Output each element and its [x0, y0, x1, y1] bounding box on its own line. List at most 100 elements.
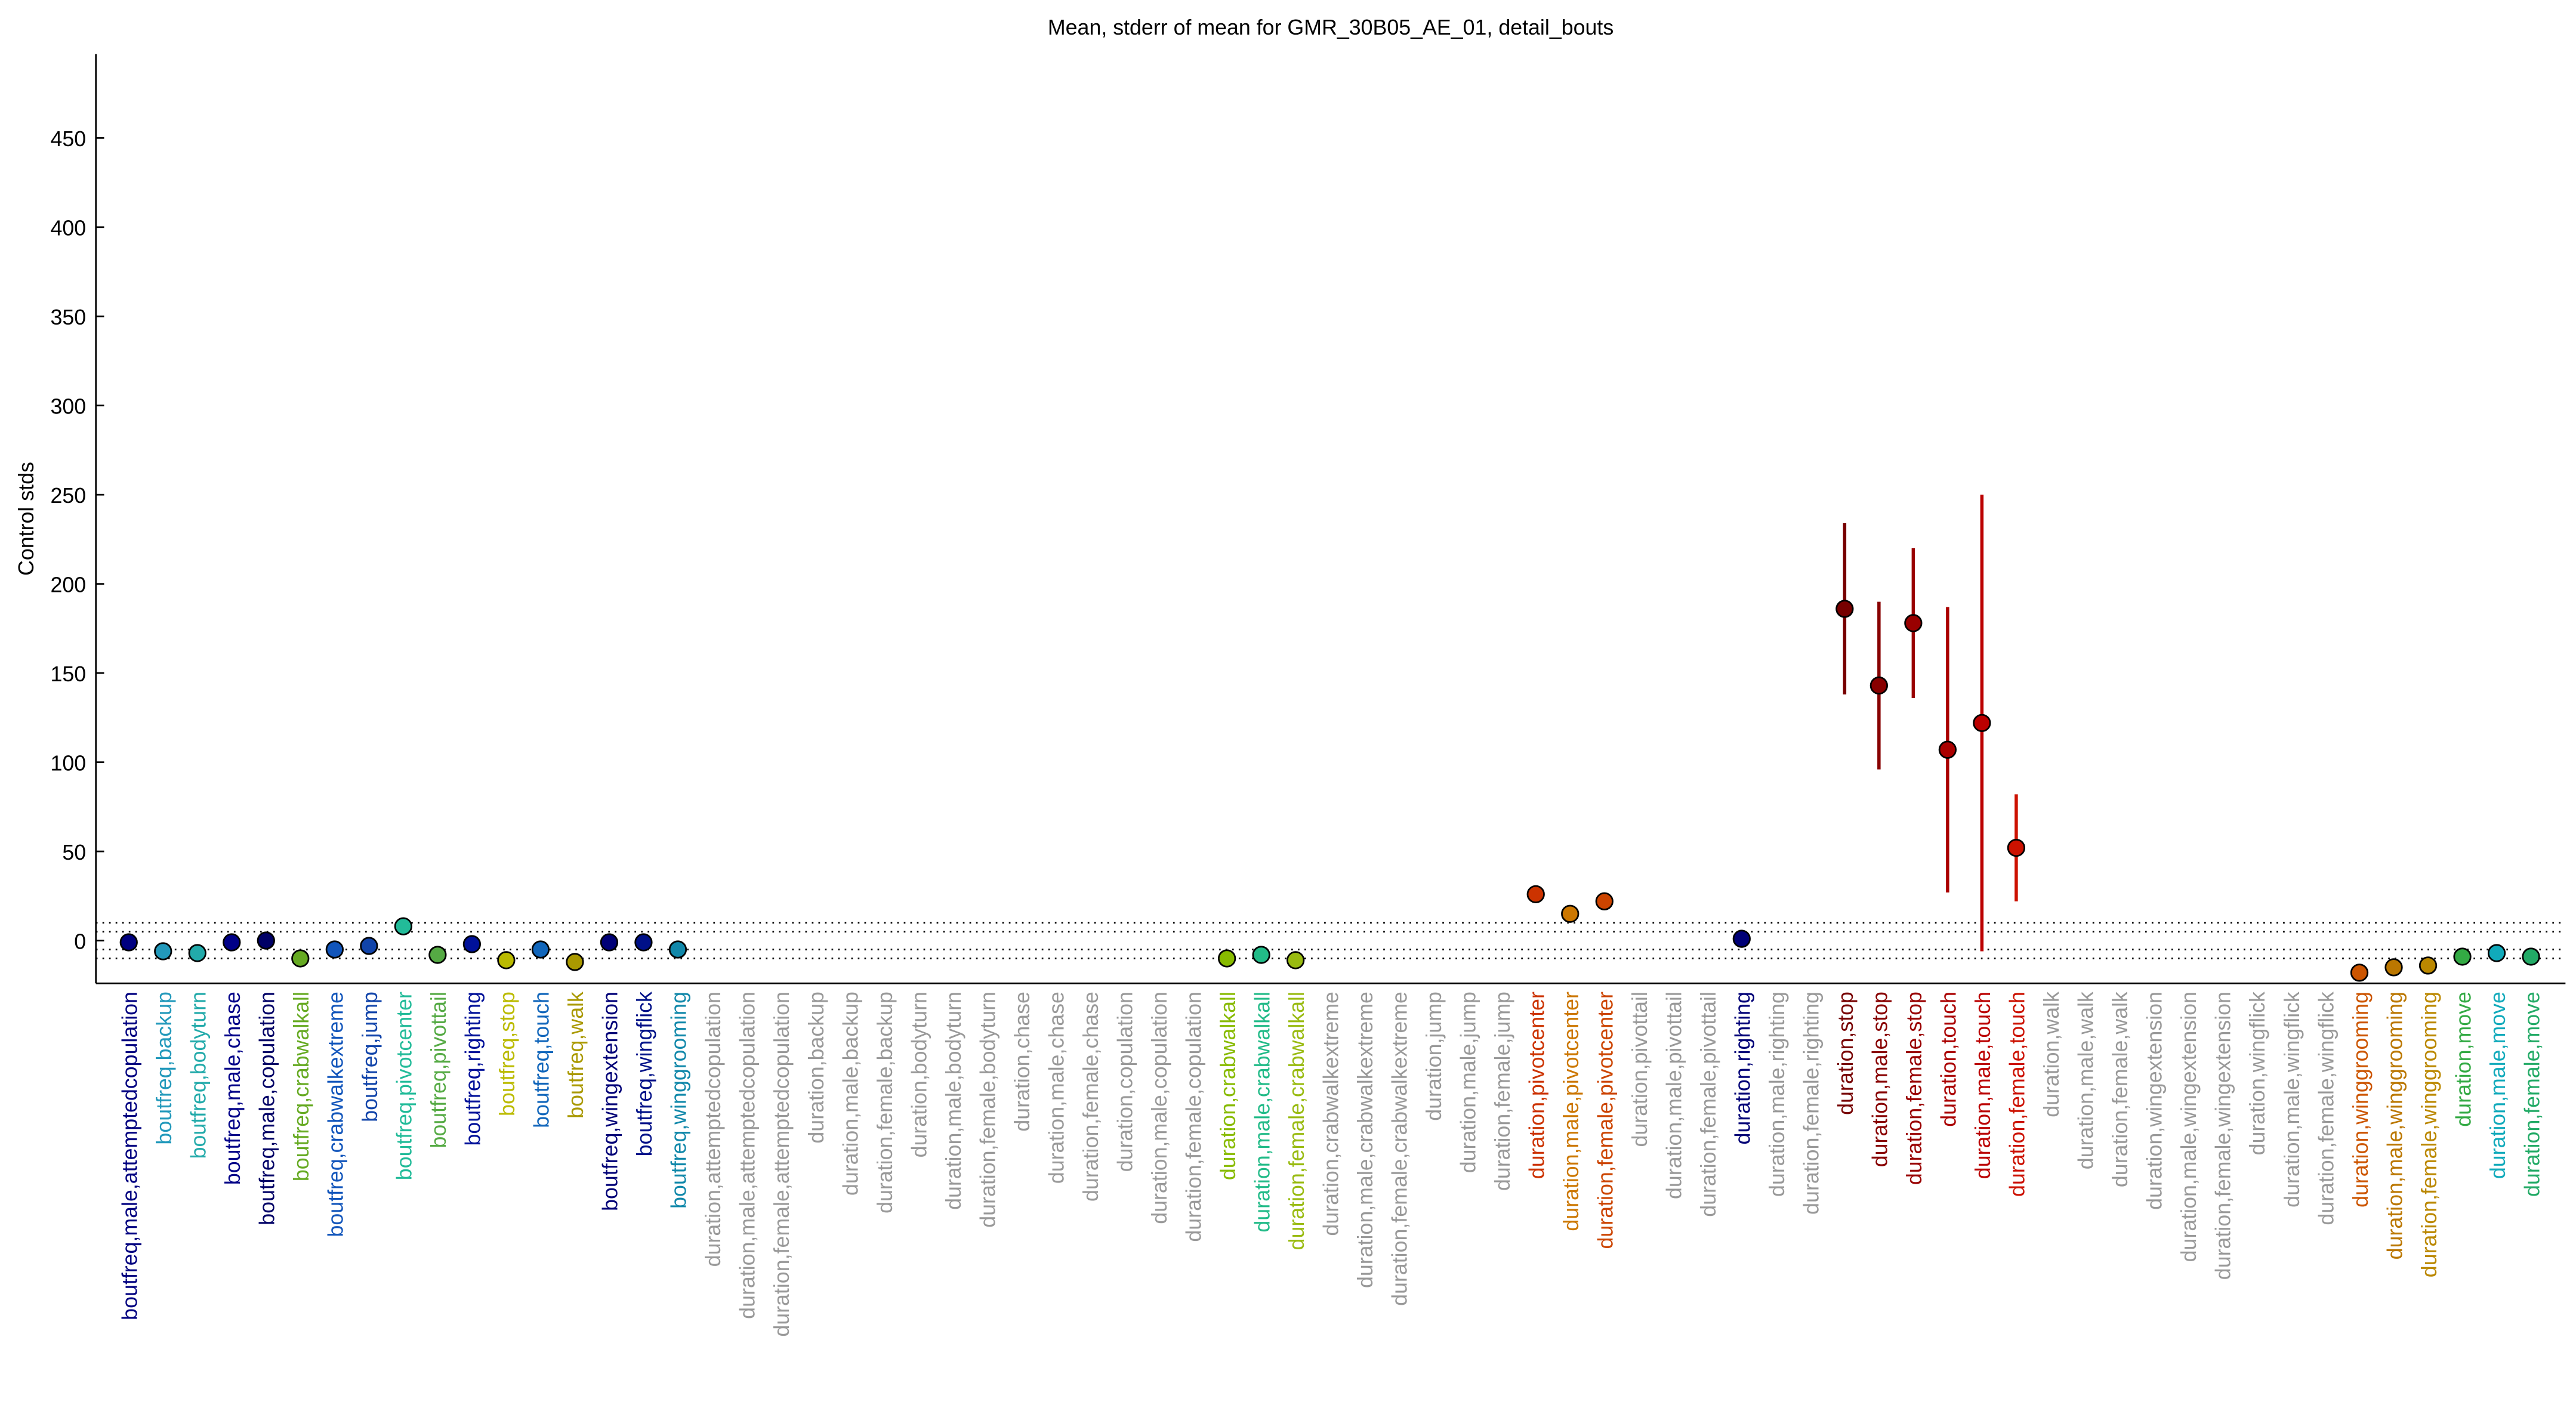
mean-marker [462, 935, 482, 953]
x-tick-label: duration,female,jump [1491, 992, 1514, 1191]
x-tick-label: boutfreq,jump [358, 992, 382, 1122]
mean-marker [257, 931, 275, 950]
x-tick-label: duration,female,pivottail [1696, 992, 1720, 1217]
x-tick-label: duration,male,copulation [1147, 992, 1171, 1224]
x-tick-label: boutfreq,bodyturn [187, 992, 211, 1159]
mean-marker [1938, 740, 1957, 759]
x-tick-label: duration,female,copulation [1181, 992, 1205, 1242]
x-tick-label: duration,female,backup [873, 992, 897, 1213]
x-tick-label: duration,female,move [2520, 992, 2544, 1197]
x-tick-label: duration,female,winggrooming [2417, 992, 2441, 1277]
x-tick-label: duration,male,touch [1971, 992, 1995, 1179]
x-tick-label: duration,female,walk [2108, 992, 2132, 1187]
x-tick-label: duration,female,wingextension [2211, 992, 2235, 1280]
x-tick-label: boutfreq,touch [530, 992, 554, 1128]
y-tick-label: 300 [51, 394, 87, 418]
x-tick-label: boutfreq,pivotcenter [393, 992, 417, 1180]
x-tick-label: duration,female,attemptedcopulation [770, 992, 794, 1337]
mean-marker [188, 944, 206, 962]
x-tick-label: duration,copulation [1113, 992, 1137, 1172]
x-tick-label: duration,male,winggrooming [2383, 992, 2407, 1259]
x-tick-label: duration,male,wingextension [2177, 992, 2201, 1262]
x-tick-label: duration,stop [1834, 992, 1858, 1115]
x-tick-label: duration,male,crabwalkextreme [1353, 992, 1377, 1288]
mean-marker [325, 940, 344, 959]
x-tick-label: duration,walk [2040, 992, 2063, 1117]
mean-marker [223, 933, 241, 952]
y-tick-label: 200 [51, 573, 87, 597]
mean-marker [2350, 964, 2369, 982]
mean-marker [668, 940, 687, 959]
x-tick-label: duration,chase [1010, 992, 1034, 1132]
x-tick-label: duration,pivottail [1628, 992, 1652, 1147]
x-tick-label: boutfreq,wingflick [633, 992, 656, 1156]
y-tick-label: 400 [51, 217, 87, 240]
mean-marker [634, 933, 653, 952]
x-tick-label: duration,female,righting [1800, 992, 1824, 1215]
mean-marker [497, 951, 516, 969]
x-tick-label: duration,female,crabwalkall [1285, 992, 1309, 1250]
x-tick-label: duration,male,wingflick [2280, 992, 2304, 1208]
x-tick-label: duration,attemptedcopulation [701, 992, 725, 1267]
mean-marker [119, 933, 138, 952]
mean-marker [1869, 676, 1888, 695]
mean-marker [2007, 838, 2026, 857]
x-tick-label: duration,female,pivotcenter [1594, 992, 1618, 1249]
x-tick-label: duration,wingflick [2245, 992, 2269, 1155]
x-tick-label: boutfreq,stop [495, 992, 519, 1116]
y-tick-label: 150 [51, 662, 87, 686]
x-tick-label: boutfreq,crabwalkall [289, 992, 313, 1181]
mean-marker [1252, 946, 1270, 964]
x-tick-label: duration,male,pivottail [1662, 992, 1686, 1199]
y-tick-label: 450 [51, 127, 87, 151]
y-tick-label: 350 [51, 305, 87, 329]
x-tick-label: duration,touch [1937, 992, 1961, 1127]
x-tick-label: duration,male,righting [1765, 992, 1789, 1197]
mean-marker [1217, 949, 1236, 968]
mean-marker [394, 917, 412, 935]
mean-marker [154, 942, 172, 961]
mean-marker [428, 946, 447, 964]
mean-marker [1904, 614, 1923, 632]
x-tick-label: duration,winggrooming [2349, 992, 2373, 1208]
x-tick-label: duration,male,move [2486, 992, 2510, 1179]
x-tick-label: boutfreq,wingextension [599, 992, 622, 1211]
x-tick-label: boutfreq,male,copulation [255, 992, 279, 1225]
x-tick-label: duration,male,bodyturn [942, 992, 965, 1210]
x-tick-label: duration,righting [1731, 992, 1755, 1145]
mean-marker [360, 937, 378, 955]
mean-marker [600, 933, 619, 952]
mean-marker [1973, 714, 1991, 732]
mean-marker [2384, 958, 2403, 977]
mean-marker [1526, 885, 1545, 903]
x-tick-label: duration,female,wingflick [2314, 992, 2338, 1225]
x-tick-label: duration,bodyturn [907, 992, 931, 1157]
x-tick-label: duration,female,chase [1079, 992, 1103, 1202]
x-tick-label: duration,male,crabwalkall [1250, 992, 1274, 1233]
x-tick-label: duration,backup [804, 992, 828, 1144]
mean-marker [2522, 947, 2540, 966]
mean-marker [2487, 944, 2506, 962]
x-tick-label: duration,male,chase [1044, 992, 1068, 1184]
x-tick-label: duration,wingextension [2143, 992, 2167, 1210]
mean-marker [1835, 600, 1854, 618]
mean-marker [1732, 930, 1751, 948]
x-tick-label: duration,female,touch [2006, 992, 2029, 1197]
x-tick-label: duration,move [2451, 992, 2475, 1127]
x-tick-label: duration,male,walk [2074, 992, 2098, 1169]
mean-marker [2418, 956, 2438, 975]
mean-marker [1561, 904, 1579, 923]
x-tick-label: duration,male,pivotcenter [1559, 992, 1583, 1231]
mean-marker [2453, 947, 2472, 966]
mean-marker [566, 953, 584, 971]
x-tick-label: duration,female,stop [1902, 992, 1926, 1185]
x-tick-label: duration,male,stop [1868, 992, 1892, 1167]
x-tick-label: duration,male,attemptedcopulation [736, 992, 760, 1319]
x-tick-label: boutfreq,walk [564, 992, 588, 1119]
x-tick-label: duration,male,jump [1456, 992, 1480, 1173]
x-tick-label: duration,female,crabwalkextreme [1387, 992, 1411, 1306]
chart-title: Mean, stderr of mean for GMR_30B05_AE_01… [1048, 16, 1614, 39]
x-tick-label: duration,male,backup [838, 992, 862, 1196]
x-tick-label: duration,female,bodyturn [976, 992, 999, 1228]
